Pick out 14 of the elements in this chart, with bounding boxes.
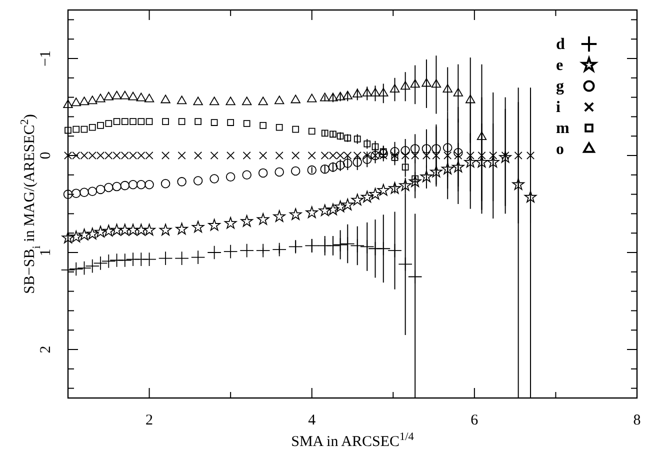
y-tick-label: 1 bbox=[38, 248, 54, 256]
legend-label: g bbox=[556, 78, 564, 95]
x-tick-label: 2 bbox=[146, 412, 154, 429]
legend-label: i bbox=[556, 99, 561, 116]
legend-label: m bbox=[556, 120, 570, 137]
legend-label: e bbox=[556, 57, 564, 74]
x-axis-title: SMA in ARCSEC$^{1/4}$ bbox=[291, 431, 414, 450]
y-tick-label: −1 bbox=[38, 50, 54, 66]
y-tick-label: 2 bbox=[38, 346, 54, 354]
legend-label: d bbox=[556, 36, 565, 53]
x-tick-label: 4 bbox=[308, 412, 316, 429]
x-tick-label: 6 bbox=[470, 412, 479, 429]
x-tick-label: 8 bbox=[633, 412, 641, 429]
legend-label: o bbox=[556, 141, 564, 158]
